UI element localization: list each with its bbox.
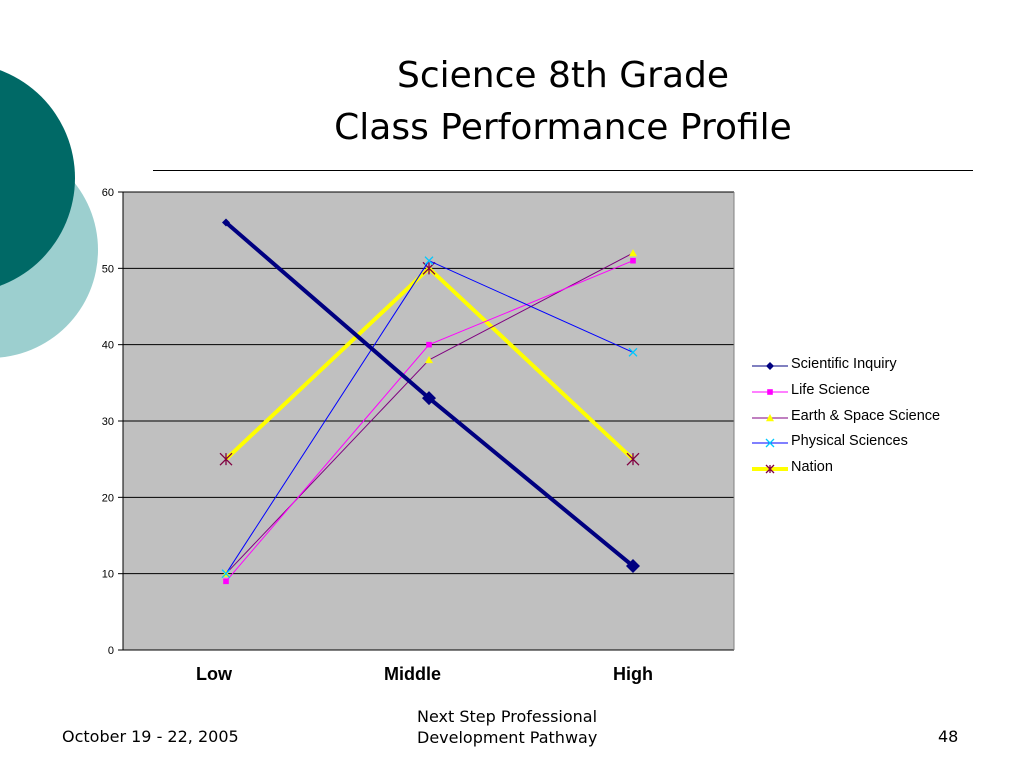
legend-item-scientific-inquiry: Scientific Inquiry bbox=[752, 355, 982, 381]
y-tick-label-40: 40 bbox=[102, 340, 114, 352]
point-life-science-low bbox=[223, 578, 229, 585]
point-scientific-inquiry-high bbox=[626, 559, 640, 574]
page-number: 48 bbox=[938, 727, 959, 746]
x-tick-label-middle: Middle bbox=[384, 664, 441, 684]
legend-item-life-science: Life Science bbox=[752, 381, 982, 407]
point-nation-low bbox=[219, 452, 233, 466]
legend-swatch-scientific-inquiry bbox=[752, 362, 788, 370]
dark-teal-circle bbox=[0, 70, 75, 286]
legend-label-earth-space-science: Earth & Space Science bbox=[791, 407, 941, 424]
point-earth-space-science-high bbox=[629, 249, 637, 257]
y-tick-label-30: 30 bbox=[102, 416, 114, 428]
legend-swatch-earth-space-science bbox=[752, 413, 788, 421]
decorative-circles bbox=[0, 70, 98, 358]
point-life-science-middle bbox=[426, 341, 432, 348]
legend-swatch-life-science bbox=[752, 388, 788, 395]
legend-label-life-science: Life Science bbox=[791, 381, 870, 398]
legend-item-earth-space-science: Earth & Space Science bbox=[752, 407, 982, 433]
legend-item-physical-sciences: Physical Sciences bbox=[752, 432, 982, 458]
y-tick-label-10: 10 bbox=[102, 569, 114, 581]
point-physical-sciences-high bbox=[628, 347, 638, 357]
point-nation-high bbox=[626, 452, 640, 466]
title-divider bbox=[153, 170, 973, 171]
slide-title: Science 8th Grade Class Performance Prof… bbox=[150, 50, 976, 154]
title-line-1: Science 8th Grade bbox=[396, 55, 730, 96]
x-tick-label-low: Low bbox=[196, 664, 233, 684]
legend-label-scientific-inquiry: Scientific Inquiry bbox=[791, 356, 897, 372]
legend-item-nation: Nation bbox=[752, 458, 982, 484]
x-tick-label-high: High bbox=[613, 664, 653, 684]
y-tick-label-0: 0 bbox=[108, 645, 114, 657]
y-tick-label-60: 60 bbox=[102, 187, 114, 199]
y-tick-label-50: 50 bbox=[102, 263, 114, 275]
footer-center-text: Next Step Professional Development Pathw… bbox=[417, 706, 597, 748]
point-scientific-inquiry-low bbox=[222, 218, 230, 227]
point-scientific-inquiry-middle bbox=[422, 391, 436, 406]
title-line-2: Class Performance Profile bbox=[334, 107, 792, 148]
point-physical-sciences-middle bbox=[424, 256, 434, 266]
y-tick-label-20: 20 bbox=[102, 492, 114, 504]
footer-center-line-1: Next Step Professional bbox=[417, 707, 598, 726]
legend-swatch-nation bbox=[752, 464, 788, 474]
chart-legend: Scientific Inquiry Life Science Earth & Sp… bbox=[752, 355, 982, 484]
footer-date: October 19 - 22, 2005 bbox=[62, 727, 239, 746]
point-life-science-high bbox=[630, 257, 636, 264]
legend-swatch-physical-sciences bbox=[752, 438, 788, 448]
legend-label-nation: Nation bbox=[791, 459, 833, 476]
point-physical-sciences-low bbox=[221, 569, 231, 579]
footer-center-line-2: Development Pathway bbox=[417, 728, 598, 747]
legend-label-physical-sciences: Physical Sciences bbox=[791, 433, 908, 450]
point-earth-space-science-middle bbox=[425, 355, 433, 364]
